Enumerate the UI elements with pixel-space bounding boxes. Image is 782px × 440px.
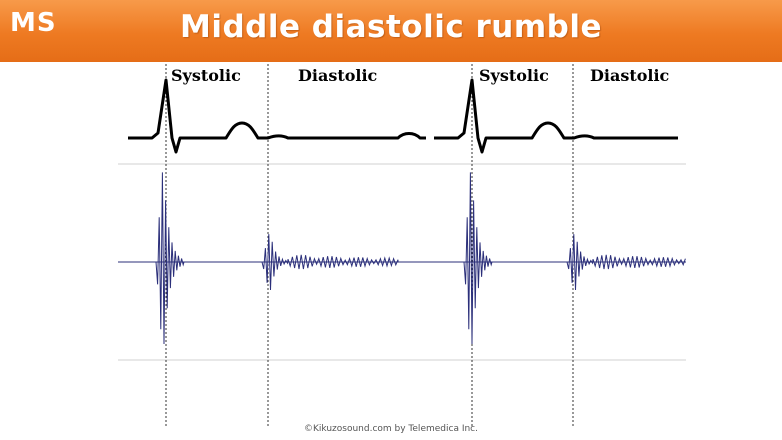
diastolic-label-1: Diastolic [298,66,378,85]
diastolic-label-2: Diastolic [590,66,670,85]
page-title: Middle diastolic rumble [180,9,603,45]
header-bar: MS Middle diastolic rumble [0,0,782,62]
ecg-trace-2 [434,78,678,154]
ecg-trace-1 [128,78,426,154]
systolic-label-2: Systolic [479,66,549,85]
systolic-label-1: Systolic [171,66,241,85]
condition-badge: MS [10,8,57,38]
copyright-credit: ©Kikuzosound.com by Telemedica Inc. [304,424,478,434]
phonocardiogram-trace [118,172,686,345]
